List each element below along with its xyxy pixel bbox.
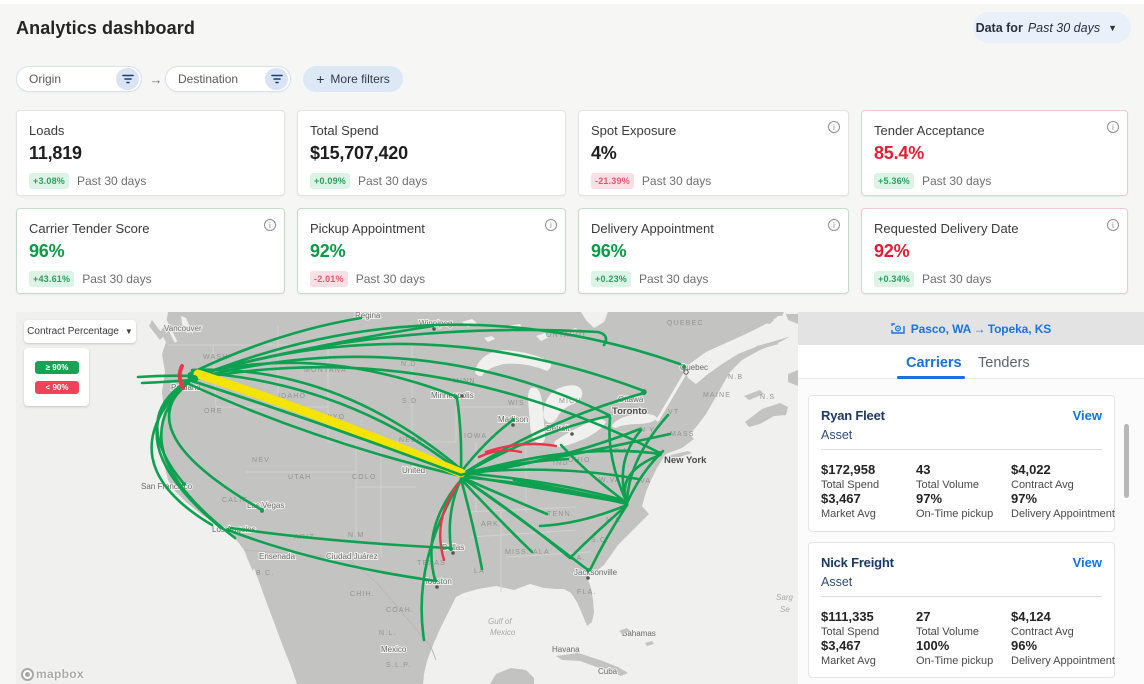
svg-text:S.L.P.: S.L.P. [386, 662, 411, 669]
svg-text:UTAH: UTAH [288, 474, 311, 481]
svg-text:LA: LA [474, 568, 485, 575]
svg-text:Sarg: Sarg [776, 593, 793, 602]
svg-text:N.M: N.M [348, 532, 364, 539]
svg-text:TENN.: TENN. [547, 511, 574, 518]
svg-text:Detroit: Detroit [546, 424, 570, 433]
svg-text:IDAHO: IDAHO [278, 393, 306, 400]
svg-text:COLO: COLO [352, 474, 377, 481]
svg-text:United: United [402, 466, 425, 475]
svg-text:NEV: NEV [252, 457, 270, 464]
svg-text:CALIF: CALIF [222, 497, 248, 504]
svg-text:N.C.: N.C. [606, 517, 625, 524]
svg-text:Cuba: Cuba [598, 667, 618, 676]
svg-text:ARK.: ARK. [481, 521, 502, 528]
svg-text:Havana: Havana [552, 645, 580, 654]
svg-text:OHIO: OHIO [568, 457, 591, 464]
svg-text:B.C.: B.C. [256, 570, 274, 577]
svg-text:MONTANA: MONTANA [304, 367, 347, 374]
svg-text:N.S: N.S [760, 394, 775, 401]
svg-text:N.L.: N.L. [379, 630, 397, 637]
svg-text:NEBR: NEBR [399, 437, 423, 444]
svg-text:Ensenada: Ensenada [259, 552, 296, 561]
svg-text:MASS: MASS [670, 431, 695, 438]
svg-text:N Y: N Y [640, 427, 655, 434]
svg-text:ALA: ALA [533, 549, 550, 556]
svg-text:GA.: GA. [570, 555, 586, 562]
svg-text:Bahamas: Bahamas [622, 629, 656, 638]
svg-text:Ottawa: Ottawa [618, 395, 644, 404]
svg-text:ORE: ORE [204, 408, 223, 415]
svg-text:Winnipeg: Winnipeg [419, 319, 452, 328]
svg-text:S.D: S.D [402, 398, 417, 405]
svg-text:MAINE: MAINE [703, 392, 731, 399]
svg-text:WIS: WIS [508, 400, 525, 407]
svg-text:Portland: Portland [171, 383, 201, 392]
svg-text:S.C.: S.C. [591, 537, 609, 544]
svg-text:QUEBEC: QUEBEC [667, 320, 704, 327]
svg-text:Se: Se [780, 605, 790, 614]
svg-text:Regina: Regina [355, 312, 381, 320]
svg-text:MICH: MICH [559, 398, 582, 405]
svg-text:N.D: N.D [401, 361, 417, 368]
svg-text:Las Vegas: Las Vegas [247, 501, 284, 510]
svg-text:FLA.: FLA. [577, 589, 597, 596]
svg-text:IND: IND [553, 460, 569, 467]
svg-text:WASH: WASH [203, 354, 229, 361]
svg-text:Mexico: Mexico [381, 645, 407, 654]
svg-text:COAH.: COAH. [386, 607, 414, 614]
svg-text:CHIH.: CHIH. [350, 591, 375, 598]
svg-text:Mexico: Mexico [490, 628, 516, 637]
svg-text:Quebec: Quebec [680, 363, 708, 372]
svg-text:MISS.: MISS. [505, 549, 530, 556]
svg-text:VT: VT [668, 409, 679, 416]
svg-text:N.B: N.B [728, 374, 743, 381]
svg-text:New York: New York [664, 455, 707, 466]
svg-text:W.VA: W.VA [599, 477, 621, 484]
svg-text:Gulf of: Gulf of [488, 617, 512, 626]
svg-text:WYO: WYO [325, 414, 345, 421]
svg-text:VA: VA [640, 478, 651, 485]
svg-text:Ciudad Juárez: Ciudad Juárez [326, 552, 378, 561]
svg-text:Dallas: Dallas [442, 543, 464, 552]
svg-text:IOWA: IOWA [464, 433, 487, 440]
svg-text:Vancouver: Vancouver [164, 324, 202, 333]
svg-text:Jacksonville: Jacksonville [574, 568, 618, 577]
svg-text:ONTARIO: ONTARIO [546, 332, 586, 339]
svg-text:Toronto: Toronto [612, 406, 647, 417]
